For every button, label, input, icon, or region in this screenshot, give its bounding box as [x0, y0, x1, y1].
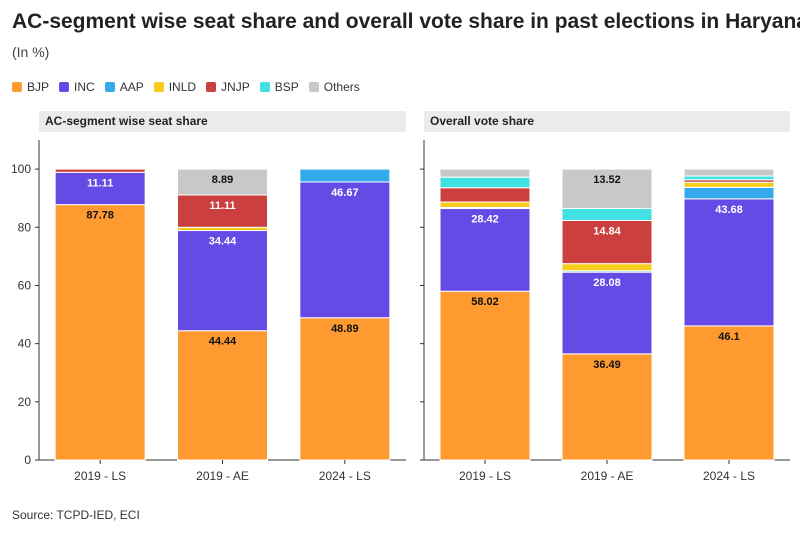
vote-bar-inc — [439, 208, 531, 292]
legend-swatch-jnjp — [206, 82, 217, 92]
legend: BJP INC AAP INLD JNJP BSP Others — [12, 80, 360, 94]
seat-bar-others — [177, 168, 268, 196]
vote-bar-aap — [683, 186, 775, 200]
legend-label-bjp: BJP — [27, 80, 50, 94]
vote-data-label: 28.42 — [471, 214, 499, 226]
legend-item-inld: INLD — [153, 80, 197, 94]
seat-data-label: 11.11 — [209, 200, 235, 212]
vote-bar-bjp — [439, 290, 531, 461]
vote-x-tick-label: 2019 - AE — [581, 469, 634, 483]
legend-label-jnjp: JNJP — [221, 80, 250, 94]
legend-item-aap: AAP — [104, 80, 144, 94]
vote-bar-inc — [683, 198, 775, 327]
vote-bar-jnjp — [561, 219, 653, 265]
seat-bar-aap — [299, 168, 391, 183]
vote-data-label: 13.52 — [593, 174, 621, 186]
vote-bar-inld — [439, 201, 531, 208]
seat-bar-inc — [299, 181, 391, 319]
legend-label-bsp: BSP — [274, 80, 299, 94]
vote-bar-others — [683, 168, 775, 177]
vote-bar-bsp — [561, 207, 653, 221]
vote-bar-others — [439, 168, 531, 178]
vote-bar-bsp — [439, 176, 531, 189]
vote-bar-inld — [561, 263, 653, 272]
source-note: Source: TCPD-IED, ECI — [12, 508, 140, 522]
y-tick-label: 0 — [24, 453, 31, 467]
legend-swatch-inc — [59, 82, 70, 92]
y-tick-label: 20 — [18, 395, 32, 409]
legend-item-others: Others — [308, 80, 360, 94]
seat-data-label: 11.11 — [87, 177, 113, 189]
seat-data-label: 87.78 — [86, 210, 114, 222]
chart-title: AC-segment wise seat share and overall v… — [12, 10, 800, 33]
seat-bar-bjp — [299, 317, 391, 461]
seat-x-tick-label: 2019 - AE — [196, 469, 249, 483]
seat-bar-jnjp — [54, 168, 146, 173]
legend-label-inld: INLD — [168, 80, 197, 94]
vote-bar-bjp — [683, 325, 775, 461]
seat-data-label: 48.89 — [331, 323, 359, 335]
seat-x-tick-label: 2019 - LS — [74, 469, 126, 483]
vote-data-label: 58.02 — [471, 296, 499, 308]
seat-data-label: 46.67 — [331, 187, 359, 199]
seat-bar-bjp — [54, 204, 146, 461]
vote-data-label: 36.49 — [593, 359, 621, 371]
vote-data-label: 43.68 — [715, 204, 743, 216]
legend-item-inc: INC — [59, 80, 95, 94]
panel-title-vote-share: Overall vote share — [424, 111, 790, 132]
legend-swatch-bsp — [259, 82, 270, 92]
y-tick-label: 100 — [11, 162, 31, 176]
vote-data-label: 46.1 — [718, 331, 739, 343]
legend-label-inc: INC — [74, 80, 95, 94]
seat-data-label: 34.44 — [209, 236, 237, 248]
seat-bar-inc — [54, 171, 146, 206]
seat-data-label: 8.89 — [212, 174, 233, 186]
y-tick-label: 60 — [18, 278, 32, 292]
seat-bar-inc — [177, 230, 268, 332]
legend-item-bjp: BJP — [12, 80, 49, 94]
vote-bar-bjp — [561, 353, 653, 461]
legend-swatch-bjp — [12, 82, 22, 92]
vote-bar-others — [561, 168, 653, 209]
seat-bar-jnjp — [177, 194, 268, 228]
legend-label-aap: AAP — [119, 80, 144, 94]
legend-label-others: Others — [323, 80, 360, 94]
legend-item-bsp: BSP — [259, 80, 299, 94]
vote-data-label: 28.08 — [593, 277, 621, 289]
chart-subtitle: (In %) — [12, 44, 50, 60]
vote-bar-inld — [683, 181, 775, 188]
vote-x-tick-label: 2019 - LS — [459, 469, 511, 483]
vote-bar-jnjp — [439, 187, 531, 203]
legend-item-jnjp: JNJP — [206, 80, 250, 94]
legend-swatch-aap — [104, 82, 115, 92]
panel-title-seat-share: AC-segment wise seat share — [39, 111, 406, 132]
seat-x-tick-label: 2024 - LS — [319, 469, 371, 483]
vote-x-tick-label: 2024 - LS — [703, 469, 755, 483]
y-tick-label: 80 — [18, 220, 32, 234]
seat-bar-bjp — [177, 330, 268, 461]
seat-data-label: 44.44 — [209, 336, 237, 348]
vote-bar-inc — [561, 271, 653, 355]
legend-swatch-others — [308, 82, 319, 92]
vote-data-label: 14.84 — [593, 225, 621, 237]
legend-swatch-inld — [153, 82, 164, 92]
vote-bar-bsp — [683, 175, 775, 181]
y-tick-label: 40 — [18, 337, 32, 351]
